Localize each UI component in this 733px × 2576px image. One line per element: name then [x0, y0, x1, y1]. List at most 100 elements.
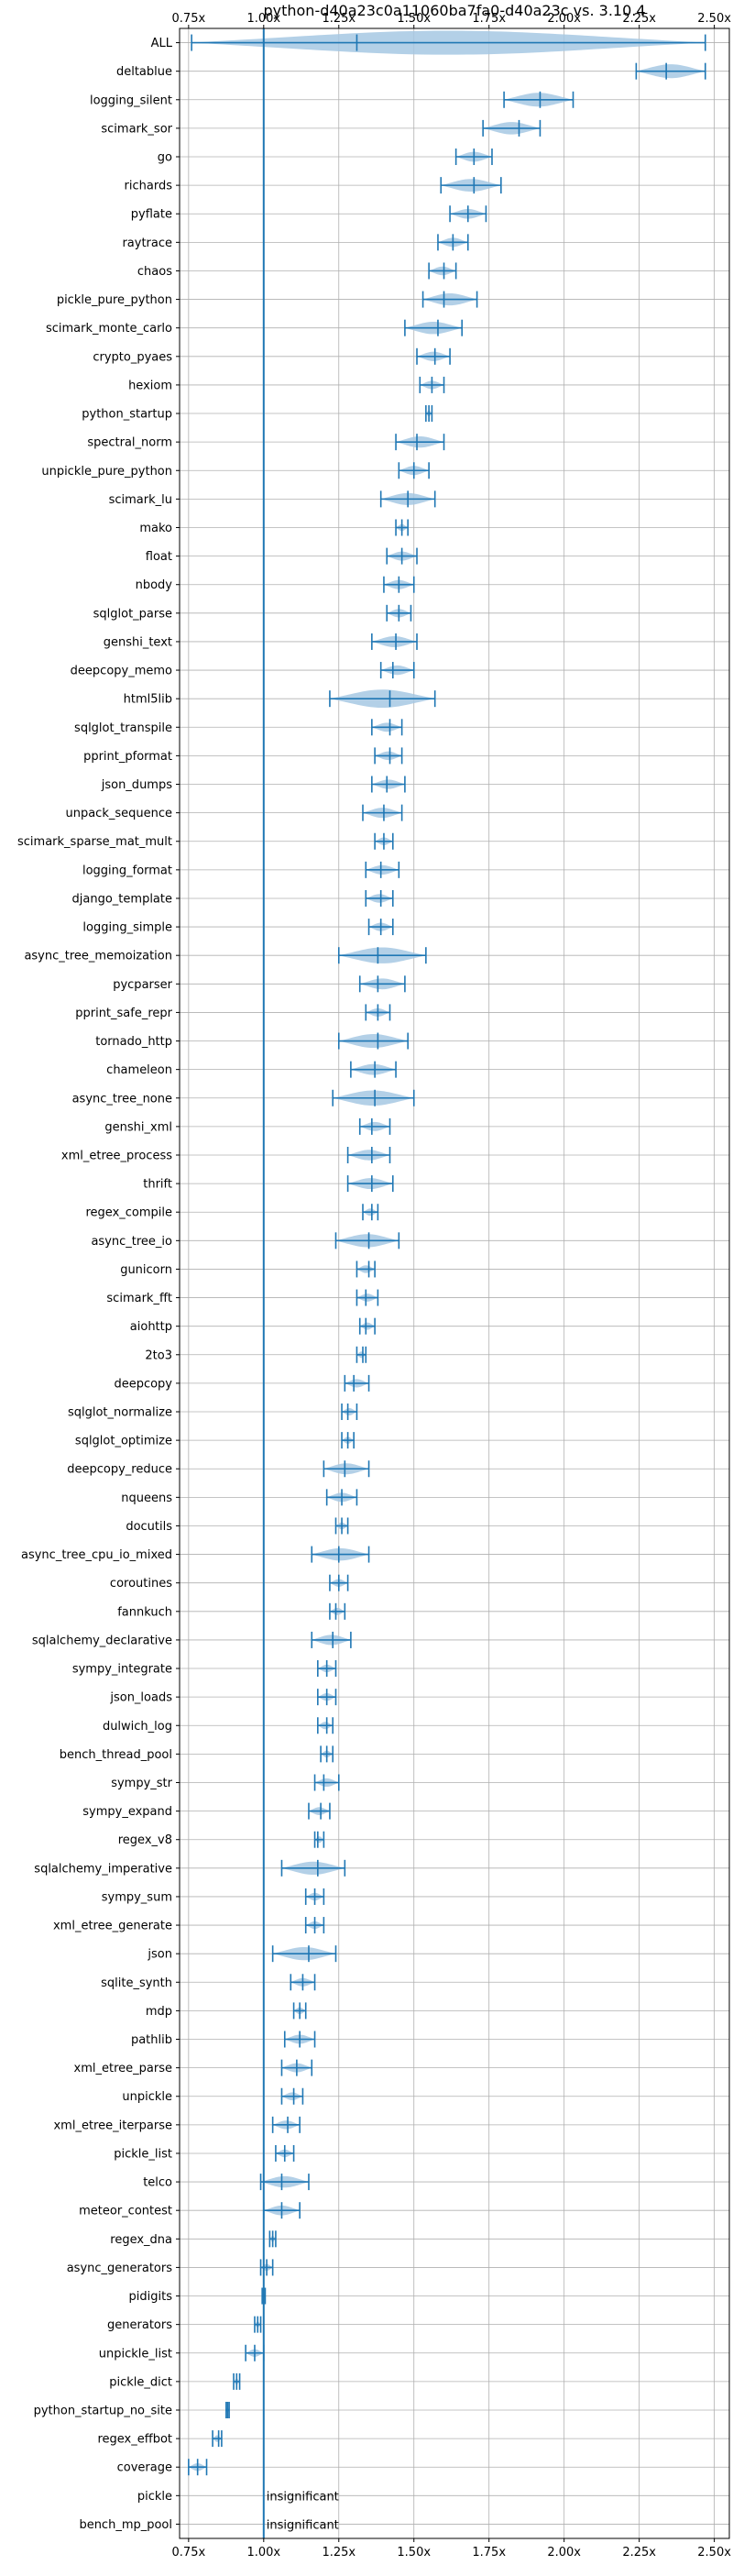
violin-xml_etree_parse: [280, 2059, 313, 2076]
violin-sympy_integrate: [317, 1660, 337, 1678]
category-label: sympy_str: [111, 1777, 172, 1790]
category-label: meteor_contest: [79, 2205, 172, 2218]
category-label: pprint_safe_repr: [75, 1007, 172, 1020]
category-label: gunicorn: [120, 1263, 172, 1277]
violin-nqueens: [325, 1489, 358, 1506]
violin-scimark_monte_carlo: [404, 319, 463, 336]
violin-sqlglot_parse: [386, 604, 412, 622]
violin-scimark_lu: [379, 490, 436, 508]
category-label: sympy_expand: [82, 1805, 172, 1819]
category-label: tornado_http: [95, 1035, 172, 1049]
category-label: xml_etree_parse: [74, 2062, 172, 2075]
category-label: telco: [143, 2176, 172, 2190]
violin-logging_format: [365, 861, 400, 878]
category-label: sqlalchemy_declarative: [32, 1634, 172, 1647]
category-label: genshi_text: [104, 635, 172, 649]
top-tick-label: 2.00x: [547, 12, 581, 26]
violin-tornado_http: [337, 1032, 409, 1050]
bottom-tick-label: 2.25x: [622, 2546, 656, 2559]
violin-xml_etree_generate: [304, 1917, 325, 1934]
violin-spectral_norm: [395, 434, 445, 451]
violin-thrift: [346, 1175, 394, 1193]
category-label: float: [146, 550, 172, 564]
top-tick-label: 1.50x: [397, 12, 431, 26]
category-label: async_tree_io: [91, 1235, 172, 1249]
violin-json_dumps: [371, 776, 406, 793]
violin-2to3: [356, 1346, 367, 1363]
violin-coverage: [188, 2459, 208, 2476]
category-label: scimark_sparse_mat_mult: [17, 835, 172, 849]
violin-go: [454, 149, 493, 166]
category-label: scimark_fft: [106, 1292, 172, 1305]
bottom-tick-label: 1.75x: [472, 2546, 506, 2559]
violin-genshi_text: [371, 633, 418, 650]
axes: 0.75x 0.75x 1.00x 1.00x 1.25x 1.25x 1.50x 1.50x…: [17, 12, 731, 2559]
violin-coroutines: [329, 1574, 349, 1591]
category-label: python_startup_no_site: [34, 2404, 172, 2417]
category-label: pprint_pformat: [83, 750, 172, 764]
violin-async_tree_none: [332, 1089, 415, 1106]
violin-sqlglot_transpile: [371, 719, 403, 736]
category-label: unpickle_list: [99, 2347, 172, 2361]
violin-logging_simple: [367, 919, 394, 936]
grid-lines: [180, 28, 729, 2538]
violin-unpickle: [280, 2087, 304, 2105]
category-label: bench_thread_pool: [60, 1748, 172, 1762]
category-label: async_tree_none: [72, 1092, 172, 1106]
category-label: pickle_pure_python: [57, 293, 172, 307]
category-label: ALL: [151, 37, 173, 50]
category-label: django_template: [72, 892, 172, 906]
violin-sqlglot_normalize: [341, 1404, 358, 1421]
violin-sympy_sum: [304, 1888, 325, 1905]
chart-title: python-d40a23c0a11060ba7fa0-d40a23c vs. …: [263, 2, 645, 19]
category-label: go: [158, 151, 172, 165]
category-label: chaos: [137, 265, 172, 279]
violin-sqlalchemy_imperative: [280, 1859, 346, 1877]
category-label: hexiom: [128, 379, 172, 392]
category-label: unpack_sequence: [65, 807, 172, 820]
category-label: deepcopy_reduce: [67, 1463, 172, 1477]
violin-unpickle_pure_python: [398, 462, 430, 479]
category-label: html5lib: [124, 693, 172, 707]
category-label: unpickle: [122, 2090, 172, 2104]
violin-sympy_expand: [308, 1802, 331, 1820]
violin-async_tree_memoization: [337, 947, 427, 964]
category-label: xml_etree_process: [61, 1149, 172, 1162]
violin-scimark_sor: [482, 119, 542, 137]
category-label: pycparser: [113, 978, 172, 992]
insignificant-label: insignificant: [267, 2490, 339, 2504]
category-label: scimark_lu: [109, 493, 172, 507]
violin-sqlglot_optimize: [341, 1432, 355, 1449]
violin-richards: [440, 177, 502, 194]
category-label: async_generators: [67, 2262, 173, 2275]
category-label: deepcopy_memo: [71, 665, 172, 678]
category-label: regex_dna: [110, 2233, 172, 2247]
violin-python_startup_no_site: [225, 2401, 230, 2418]
violin-deepcopy_reduce: [323, 1460, 370, 1478]
category-label: sympy_integrate: [72, 1663, 172, 1677]
category-label: pickle_list: [114, 2147, 172, 2161]
top-tick-label: 2.25x: [622, 12, 656, 26]
category-label: nbody: [136, 578, 173, 592]
category-label: logging_silent: [90, 94, 172, 107]
insignificant-label: insignificant: [267, 2518, 339, 2532]
bottom-tick-label: 2.00x: [547, 2546, 581, 2559]
category-label: pathlib: [131, 2033, 172, 2047]
category-label: thrift: [143, 1178, 172, 1192]
violin-genshi_xml: [358, 1117, 391, 1135]
category-label: chameleon: [106, 1063, 172, 1077]
category-label: xml_etree_iterparse: [53, 2119, 172, 2132]
violin-aiohttp: [358, 1317, 376, 1335]
top-tick-label: 0.75x: [172, 12, 206, 26]
violin-unpickle_list: [245, 2344, 265, 2361]
bottom-tick-label: 1.00x: [246, 2546, 280, 2559]
category-label: nqueens: [121, 1492, 172, 1505]
violin-hexiom: [419, 376, 445, 393]
violin-docutils: [334, 1517, 349, 1535]
violin-sqlalchemy_declarative: [311, 1631, 352, 1648]
category-label: xml_etree_generate: [53, 1920, 172, 1933]
category-label: sqlglot_parse: [93, 607, 172, 621]
violin-crypto_pyaes: [416, 347, 451, 365]
violin-mdp: [292, 2002, 307, 2020]
violin-pickle_dict: [233, 2372, 241, 2390]
